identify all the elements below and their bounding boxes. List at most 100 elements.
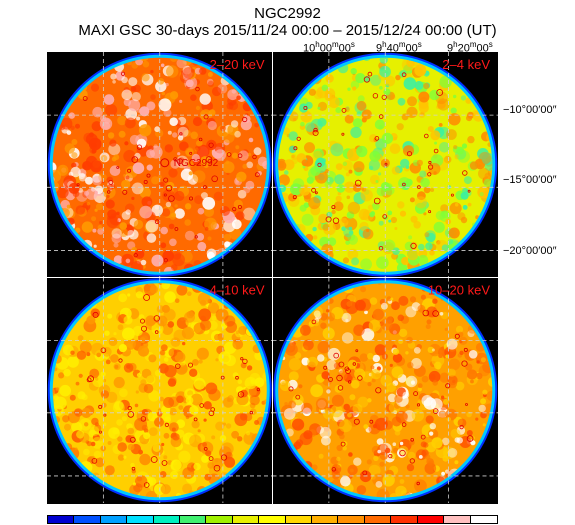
contour-mark (154, 330, 159, 334)
noise-blob (167, 321, 175, 328)
ra-tick-label-1: 10h00m00s (303, 40, 355, 55)
noise-blob (310, 165, 321, 176)
noise-blob (238, 150, 249, 161)
noise-blob (392, 348, 400, 355)
noise-blob (447, 368, 456, 377)
contour-mark (249, 410, 253, 415)
coordinate-grid (47, 52, 273, 278)
contour-mark (208, 456, 214, 462)
contour-mark (120, 71, 126, 76)
noise-blob (293, 441, 302, 450)
noise-blob (218, 351, 232, 364)
noise-blob (119, 222, 127, 230)
source-marker (160, 158, 170, 168)
noise-blob (443, 95, 448, 100)
noise-blob (468, 350, 478, 359)
noise-blob (384, 447, 391, 454)
noise-blob (283, 408, 296, 420)
noise-blob (142, 60, 150, 68)
noise-blob (124, 141, 129, 146)
contour-mark (237, 391, 245, 398)
noise-blob (417, 254, 429, 266)
noise-blob (237, 189, 247, 199)
noise-blob (254, 377, 265, 388)
noise-blob (163, 397, 175, 408)
contour-mark (417, 185, 421, 189)
contour-mark (179, 132, 183, 136)
noise-blob (119, 388, 128, 398)
noise-blob (395, 74, 401, 81)
noise-blob (159, 350, 166, 356)
noise-blob (172, 132, 178, 138)
noise-blob (182, 341, 186, 346)
noise-blob (176, 395, 184, 404)
noise-blob (127, 230, 135, 238)
noise-blob (477, 148, 489, 160)
contour-mark (341, 108, 347, 113)
noise-blob (288, 131, 298, 141)
noise-blob (356, 145, 368, 158)
noise-blob (185, 79, 194, 88)
noise-blob (222, 161, 235, 174)
noise-blob (347, 87, 351, 91)
noise-blob (284, 170, 289, 175)
noise-blob (413, 347, 421, 354)
noise-blob (235, 330, 240, 334)
noise-blob (460, 95, 467, 101)
contour-mark (100, 347, 107, 354)
noise-blob (284, 402, 288, 406)
noise-blob (139, 453, 151, 466)
noise-blob (317, 106, 321, 110)
noise-blob (195, 433, 206, 443)
noise-blob (202, 442, 208, 447)
noise-blob (94, 190, 98, 195)
contour-mark (195, 86, 200, 92)
contour-mark (466, 435, 474, 442)
noise-blob (439, 312, 444, 316)
noise-blob (326, 389, 331, 394)
noise-blob (106, 216, 119, 229)
noise-blob (125, 175, 130, 180)
noise-blob (454, 202, 459, 207)
noise-blob (439, 372, 450, 383)
noise-blob (423, 212, 427, 216)
noise-blob (335, 163, 343, 171)
noise-blob (110, 73, 117, 80)
noise-blob (178, 450, 191, 463)
contour-mark (344, 366, 350, 372)
noise-blob (379, 461, 385, 467)
contour-mark (367, 71, 373, 77)
noise-blob (300, 324, 311, 336)
noise-blob (367, 352, 374, 360)
energy-band-label: 4–10 keV (210, 283, 265, 298)
noise-blob (185, 396, 194, 405)
noise-blob (75, 205, 86, 215)
contour-mark (416, 481, 420, 486)
noise-blob (470, 440, 476, 446)
noise-blob (197, 292, 211, 305)
noise-blob (62, 415, 70, 423)
noise-blob (429, 250, 435, 256)
contour-mark (133, 253, 138, 258)
noise-blob (132, 325, 143, 337)
noise-blob (361, 187, 367, 192)
noise-blob (186, 310, 194, 319)
noise-blob (198, 359, 203, 364)
noise-blob (226, 102, 234, 110)
noise-blob (425, 454, 431, 460)
contour-mark (338, 361, 345, 368)
noise-blob (303, 339, 314, 351)
noise-blob (375, 180, 379, 183)
contour-mark (465, 403, 468, 406)
noise-blob (160, 344, 168, 352)
contour-mark (341, 132, 345, 136)
noise-blob (391, 366, 404, 379)
noise-blob (429, 423, 436, 430)
noise-blob (111, 228, 122, 239)
noise-blob (411, 409, 425, 422)
noise-blob (389, 363, 393, 367)
noise-blob (204, 227, 209, 231)
noise-blob (107, 132, 115, 139)
noise-blob (446, 417, 451, 422)
contour-mark (317, 162, 322, 168)
